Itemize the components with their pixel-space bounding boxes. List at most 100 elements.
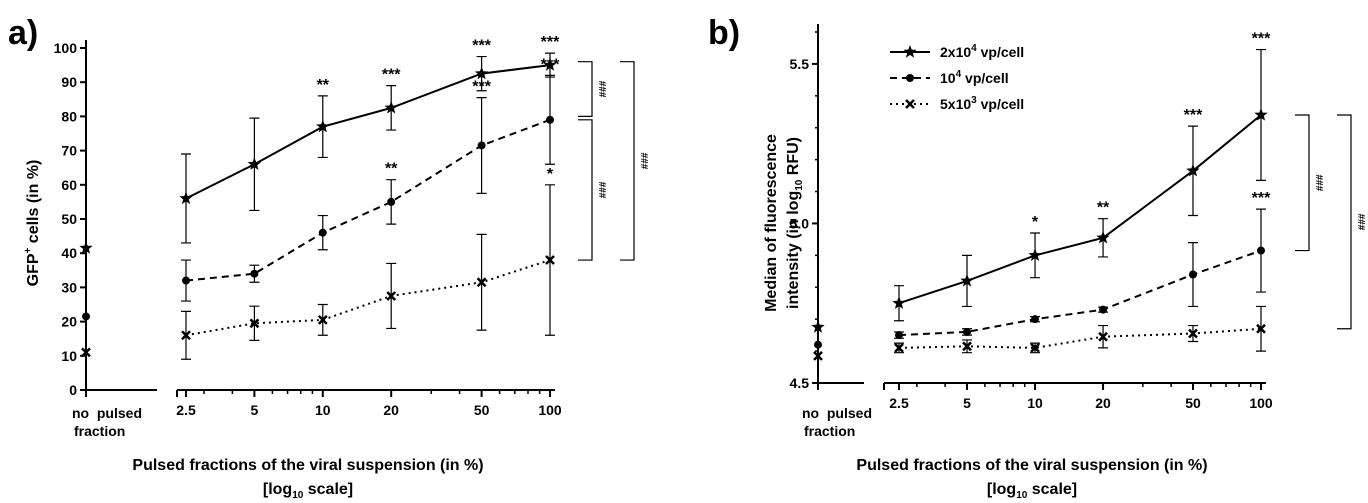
panel-b-series-s2-point <box>1031 315 1040 324</box>
panel-b-bracket <box>1295 114 1310 252</box>
panel-b-legend-label: 104 vp/cell <box>940 69 1009 86</box>
panel-b-series-s1-significance: * <box>1032 214 1039 231</box>
panel-a-x-tick-label: 10 <box>315 402 331 418</box>
panel-a-y-tick-label: 90 <box>61 74 77 90</box>
panel-b-plot: 4.55.05.52.5 5 10 20 50 100************######… <box>790 24 1368 411</box>
panel-a-series-s2-point <box>546 115 554 124</box>
panel-a-series-s2-significance: *** <box>541 56 560 73</box>
panel-a-x-tick-label: 50 <box>474 402 490 418</box>
panel-b-legend-label: 5x103 vp/cell <box>940 95 1024 112</box>
panel-a-x-tick-label: 2.5 <box>176 402 196 418</box>
panel-b-series-s2-point <box>1188 270 1197 279</box>
panel-b-y-tick-label: 5.5 <box>790 56 810 72</box>
panel-a-series-s2-significance: *** <box>472 79 491 96</box>
panel-b-series-s1-significance: *** <box>1252 31 1271 48</box>
panel-a-series-s3-significance: * <box>547 166 554 183</box>
panel-a-series-s3-nopulse-point <box>81 347 91 358</box>
panel-b-legend-marker <box>903 45 917 58</box>
panel-a-series-s3-line <box>185 259 551 337</box>
panel-b-series-s3-nopulse-point <box>813 350 823 361</box>
panel-b-bracket-label: ### <box>1357 213 1368 230</box>
panel-b-ylabel2-pre: intensity (in log <box>785 191 802 309</box>
panel-b-series-s3-point <box>1098 331 1108 342</box>
panel-b-series-s2-line <box>898 249 1262 337</box>
panel-a-bracket <box>578 61 593 117</box>
panel-b-ylabel-2: intensity (in log10 RFU) <box>785 137 805 309</box>
panel-a-x-tick-label: 100 <box>538 402 562 418</box>
panel-b-xlabel: Pulsed fractions of the viral suspension… <box>856 457 1207 474</box>
panel-a-y-tick-label: 20 <box>61 314 77 330</box>
panel-a-xlabel2-sub: 10 <box>292 490 304 501</box>
panel-a-y-tick-label: 70 <box>61 143 77 159</box>
panel-a-series-s3-point <box>317 315 328 325</box>
panel-a-series-s1-significance: *** <box>382 67 401 84</box>
panel-a-x-tick-label: 20 <box>383 402 399 418</box>
panel-a-series-s2-line <box>185 118 551 282</box>
panel-b-series-s3-point <box>1188 328 1198 339</box>
panel-a-ylabel-sup: + <box>23 247 34 253</box>
panel-a-series-s1-significance: *** <box>541 34 560 51</box>
panel-a-xlabel2-post: scale] <box>303 481 353 498</box>
panel-b-xlabel2-sub: 10 <box>1016 490 1028 501</box>
panel-b-label: b) <box>708 14 740 52</box>
panel-a-series-s2-significance: ** <box>385 161 398 178</box>
panel-a-ylabel-suffix: cells (in %) <box>25 160 42 248</box>
panel-a-xlabel2-pre: [log <box>263 481 292 498</box>
panel-a-bracket-label: ### <box>598 80 609 97</box>
panel-b-ylabel2-sub: 10 <box>794 179 805 191</box>
panel-a-bracket <box>620 61 635 261</box>
panel-b-series-s3-point <box>1256 323 1266 334</box>
panel-b-bracket <box>1337 114 1352 330</box>
panel-b-series-s1-nopulse-point <box>811 320 825 333</box>
panel-b-nopulse-label-1: no pulsed <box>802 405 872 421</box>
panel-a-bracket-label: ### <box>598 181 609 198</box>
panel-a-label: a) <box>8 14 38 52</box>
panel-a-xlabel: Pulsed fractions of the viral suspension… <box>132 457 483 474</box>
panel-b-ylabel-1: Median of fluorescence <box>763 134 780 312</box>
panel-a-series-s2-point <box>250 269 259 278</box>
panel-a-series-s2-point <box>318 228 327 237</box>
panel-b-y-tick-label: 4.5 <box>790 375 810 391</box>
panel-a-series-s2-point <box>477 141 486 150</box>
panel-a-series-s1-point <box>316 119 330 133</box>
panel-b-x-tick-label: 100 <box>1249 395 1273 411</box>
panel-a-series-s3-point <box>386 291 397 301</box>
panel-b-series-s2-point <box>895 331 903 340</box>
panel-a-series-s2-nopulse-point <box>82 312 90 321</box>
panel-b-series-s3-point <box>962 341 972 352</box>
panel-b-series-s1-point <box>892 296 906 309</box>
panel-b-series-s1-line <box>898 114 1262 305</box>
panel-b-series-s2-point <box>1099 305 1108 314</box>
panel-a-series-s3-point <box>249 318 260 329</box>
panel-b-xlabel2-post: scale] <box>1027 481 1077 498</box>
panel-a-ylabel: GFP+ cells (in %) <box>23 160 42 287</box>
panel-a-y-tick-label: 60 <box>61 177 77 193</box>
panel-b-series-s1-point <box>1028 248 1042 261</box>
panel-a-bracket-label: ### <box>640 152 651 169</box>
panel-a-xlabel-2: [log10 scale] <box>263 481 353 501</box>
panel-b-series-s1-point <box>1186 163 1200 177</box>
panel-b-series-s1-point <box>960 273 974 287</box>
panel-a-y-tick-label: 50 <box>61 211 77 227</box>
panel-b-x-tick-label: 20 <box>1095 395 1111 411</box>
panel-a-y-tick-label: 10 <box>61 348 77 364</box>
panel-b-series-s1-significance: ** <box>1097 200 1110 217</box>
panel-a-series-s2-point <box>387 197 396 206</box>
panel-a-ylabel-prefix: GFP <box>25 253 42 286</box>
panel-a-nopulse-label-2: fraction <box>74 423 125 439</box>
panel-a-y-tick-label: 80 <box>61 108 77 124</box>
panel-b-series-s1-point <box>1096 230 1110 244</box>
panel-b-bracket-label: ### <box>1315 174 1326 191</box>
panel-a-y-tick-label: 40 <box>61 245 77 261</box>
panel-b-xlabel2-pre: [log <box>987 481 1016 498</box>
panel-b-series-s2-point <box>1257 246 1265 255</box>
panel-b-xlabel-2: [log10 scale] <box>987 481 1077 501</box>
panel-b-series-s3-point <box>894 343 904 353</box>
panel-a-x-tick-label: 5 <box>250 402 258 418</box>
panel-b-series-s1-point <box>1254 108 1268 121</box>
panel-b-series-s3-point <box>1030 343 1040 353</box>
panel-b-series-s3-line <box>898 327 1262 349</box>
panel-b-legend-label: 2x104 vp/cell <box>940 43 1024 60</box>
panel-a-series-s1-point <box>474 66 489 80</box>
